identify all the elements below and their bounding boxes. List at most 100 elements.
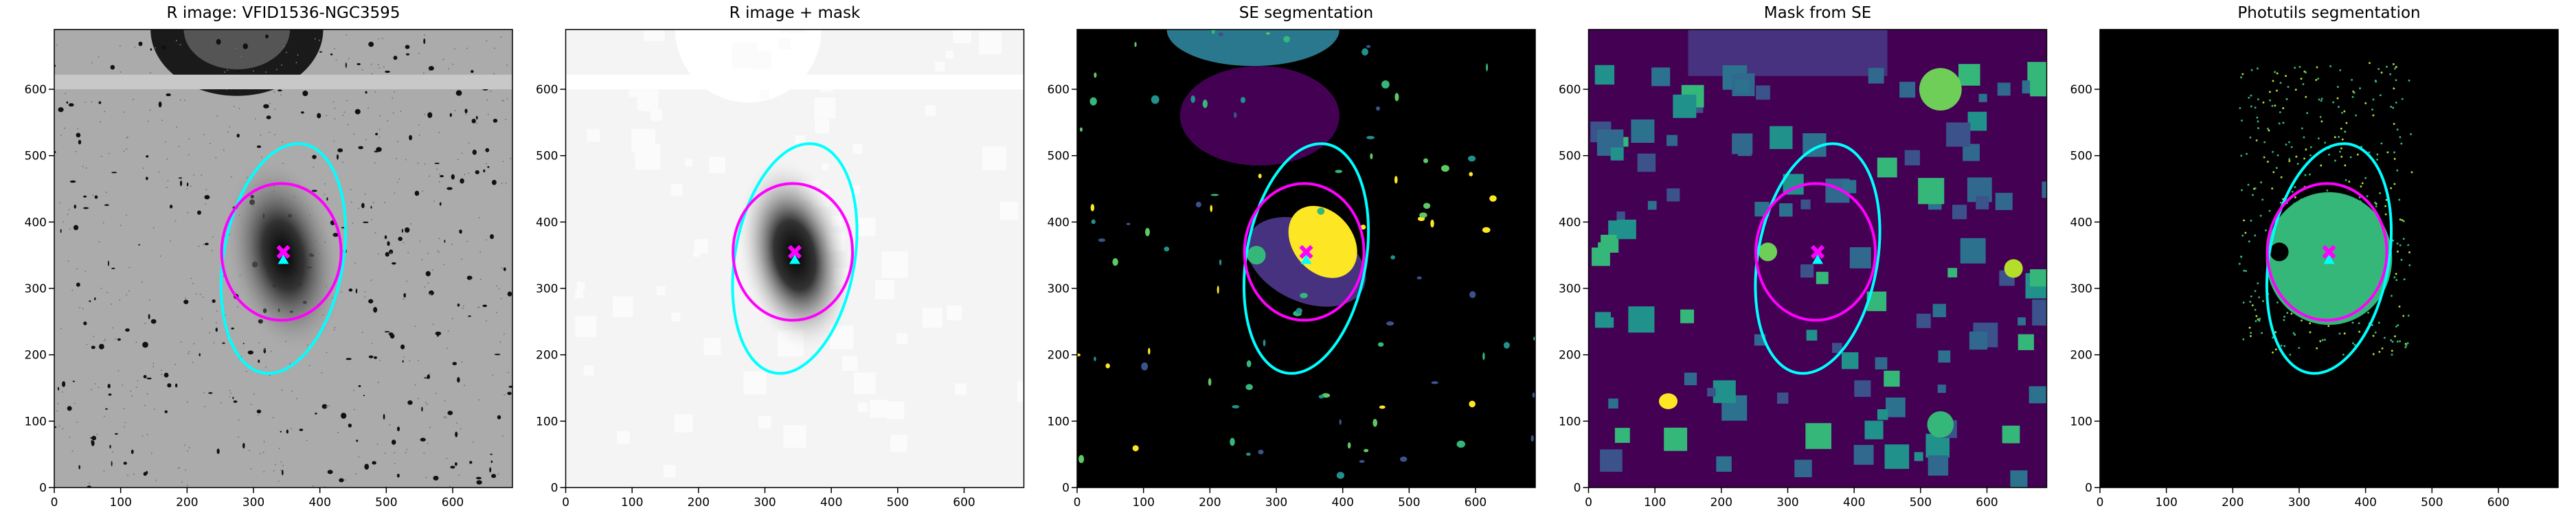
blob — [1335, 170, 1343, 173]
blob — [1614, 428, 1630, 443]
blob — [146, 176, 148, 181]
blob — [434, 162, 440, 164]
blob — [2029, 386, 2046, 404]
blob — [317, 113, 321, 119]
blob — [341, 413, 347, 419]
blob — [447, 187, 453, 190]
blob — [384, 453, 386, 455]
blob — [128, 290, 130, 292]
blob — [418, 359, 420, 361]
blob — [1219, 259, 1222, 266]
blob — [429, 373, 431, 375]
blob — [319, 51, 322, 53]
blob — [2393, 183, 2396, 185]
blob — [1647, 201, 1657, 210]
blob — [1232, 404, 1240, 409]
blob — [334, 327, 336, 329]
blob — [103, 470, 105, 472]
blob — [2343, 332, 2346, 335]
blob — [2378, 350, 2381, 353]
blob — [2375, 205, 2377, 207]
blob — [1849, 247, 1871, 268]
blob — [2383, 336, 2386, 339]
blob — [2340, 155, 2343, 158]
blob — [274, 464, 276, 466]
blob — [1164, 247, 1170, 252]
blob — [407, 400, 413, 405]
blob — [499, 341, 501, 343]
blob — [2276, 72, 2279, 75]
blob — [337, 148, 343, 152]
blob — [260, 134, 262, 136]
blob — [383, 413, 385, 420]
blob — [282, 141, 284, 143]
blob — [177, 468, 179, 470]
x-tick-label: 200 — [688, 496, 710, 510]
blob — [2294, 67, 2296, 69]
blob — [142, 167, 144, 169]
blob — [115, 338, 117, 340]
blob — [427, 442, 429, 444]
blob — [324, 485, 326, 488]
ellipse-overlay — [1754, 142, 1882, 375]
blob — [1684, 372, 1697, 386]
blob — [2291, 190, 2294, 193]
y-tick-label: 400 — [25, 216, 47, 229]
blob — [126, 136, 128, 138]
blob — [161, 369, 162, 371]
blob — [2381, 347, 2384, 350]
blob — [842, 355, 858, 371]
blob — [72, 380, 76, 382]
blob — [377, 381, 379, 383]
blob — [2372, 98, 2375, 101]
blob — [178, 177, 183, 179]
blob — [2404, 343, 2407, 345]
blob — [2290, 312, 2293, 315]
blob — [117, 338, 122, 341]
y-tick-label: 600 — [2070, 83, 2092, 97]
blob — [1853, 444, 1874, 465]
blob — [2256, 67, 2259, 70]
blob — [1077, 353, 1081, 357]
blob — [2340, 147, 2342, 150]
blob — [188, 446, 190, 448]
marker — [1299, 244, 1313, 259]
blob — [2391, 341, 2394, 343]
blob — [180, 341, 182, 343]
blob — [273, 91, 275, 93]
blob — [2306, 112, 2309, 115]
blob — [2380, 71, 2383, 74]
blob — [224, 71, 226, 73]
blob — [1318, 394, 1324, 399]
blob — [2257, 120, 2259, 123]
blob — [389, 334, 395, 339]
blob — [1430, 219, 1434, 228]
blob — [312, 485, 314, 487]
y-tick-label: 100 — [1048, 415, 1070, 428]
blob — [85, 167, 87, 169]
blob — [447, 347, 448, 350]
x-tick-label: 0 — [562, 496, 569, 510]
blob — [394, 462, 396, 464]
blob — [152, 227, 155, 229]
blob — [2258, 296, 2261, 299]
blob — [2358, 322, 2360, 325]
blob — [269, 131, 271, 133]
blob — [1978, 93, 1987, 102]
blob — [2340, 127, 2342, 130]
blob — [354, 108, 361, 115]
blob — [143, 375, 147, 379]
blob — [174, 220, 177, 222]
blob — [475, 115, 478, 120]
blob — [109, 152, 111, 154]
blob — [1336, 472, 1345, 479]
blob — [2384, 213, 2387, 216]
blob — [1469, 291, 1476, 299]
blob — [2393, 276, 2396, 279]
blob — [2276, 89, 2278, 92]
blob — [1995, 192, 2013, 210]
blob — [486, 40, 488, 42]
blob — [2380, 142, 2383, 145]
blob — [760, 90, 769, 100]
blob — [142, 341, 148, 348]
